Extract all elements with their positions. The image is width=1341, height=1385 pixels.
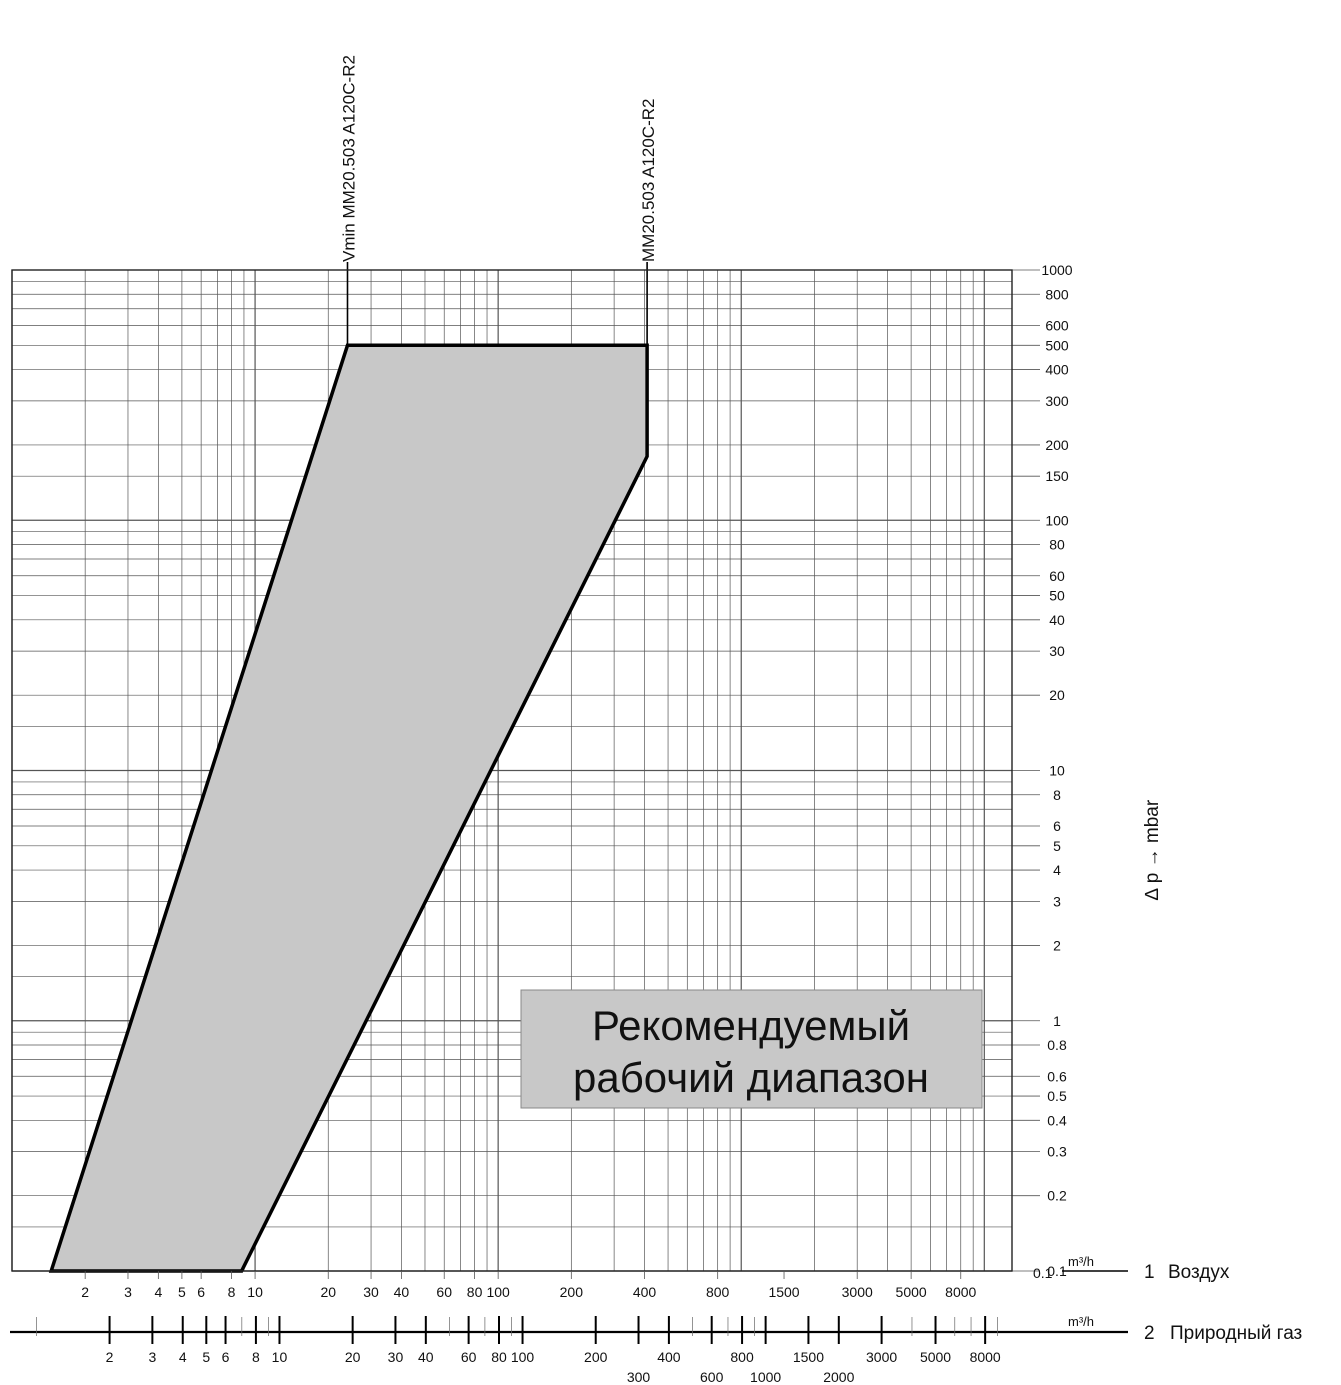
y-axis-label: ∆ p → mbar xyxy=(1142,799,1163,900)
y-tick-label: 40 xyxy=(1049,612,1065,628)
plot-frame-rect xyxy=(11,269,1013,1272)
y-tick-label: 4 xyxy=(1053,862,1061,878)
air-tick-label: 5 xyxy=(178,1284,186,1300)
gas-tick-label: 100 xyxy=(511,1349,535,1365)
gas-axis: 2 3 4 5 6 8 10 20 30 40 60 80 100 200 300 400 600 800 1000… xyxy=(10,1314,1302,1385)
air-axis-name: Воздух xyxy=(1168,1262,1230,1283)
gas-tick-label: 3000 xyxy=(866,1349,897,1365)
air-tick-label: 80 xyxy=(467,1284,483,1300)
air-tick-label: 800 xyxy=(706,1284,730,1300)
y-tick-label: 600 xyxy=(1045,318,1069,334)
y-tick-label: 0.2 xyxy=(1047,1188,1067,1204)
y-tick-label: 500 xyxy=(1045,337,1069,353)
air-axis-number: 1 xyxy=(1144,1262,1155,1283)
gas-tick-label: 400 xyxy=(657,1349,681,1365)
region-label-line1: Рекомендуемый xyxy=(592,1002,910,1049)
y-tick-label: 1000 xyxy=(1041,262,1072,278)
air-tick-label: 30 xyxy=(363,1284,379,1300)
region-label-line2: рабочий диапазон xyxy=(573,1054,929,1101)
air-tick-label: 8000 xyxy=(945,1284,976,1300)
air-tick-label: 3000 xyxy=(842,1284,873,1300)
gas-axis-number: 2 xyxy=(1144,1323,1155,1344)
air-tick-label: 100 xyxy=(486,1284,510,1300)
operating-region-fill xyxy=(51,345,648,1271)
y-tick-label: 30 xyxy=(1049,643,1065,659)
boundary-label: Vmin MM20.503 A120C-R2 xyxy=(339,55,358,262)
gas-tick-label: 60 xyxy=(461,1349,477,1365)
gas-tick-label: 10 xyxy=(272,1349,288,1365)
gas-tick-label: 2000 xyxy=(823,1369,854,1385)
y-tick-label: 1 xyxy=(1053,1013,1061,1029)
y-tick-label: 300 xyxy=(1045,393,1069,409)
gas-tick-label: 600 xyxy=(700,1369,724,1385)
operating-region xyxy=(51,345,648,1271)
y-tick-label: 20 xyxy=(1049,687,1065,703)
gas-tick-label: 200 xyxy=(584,1349,608,1365)
gas-tick-label: 8000 xyxy=(970,1349,1001,1365)
y-tick-label: 2 xyxy=(1053,937,1061,953)
gas-tick-label: 8 xyxy=(252,1349,260,1365)
gas-tick-label: 300 xyxy=(627,1369,651,1385)
y-origin-label: 0.1 xyxy=(1033,1265,1053,1281)
air-unit-label: m³/h xyxy=(1068,1254,1094,1269)
gas-unit-label: m³/h xyxy=(1068,1314,1094,1329)
y-tick-label: 10 xyxy=(1049,763,1065,779)
gas-tick-label: 1500 xyxy=(793,1349,824,1365)
gas-tick-label: 2 xyxy=(106,1349,114,1365)
air-tick-label: 8 xyxy=(228,1284,236,1300)
gas-tick-label: 40 xyxy=(418,1349,434,1365)
air-tick-label: 200 xyxy=(560,1284,584,1300)
y-tick-label: 0.4 xyxy=(1047,1112,1067,1128)
air-tick-label: 6 xyxy=(197,1284,205,1300)
y-tick-label: 0.8 xyxy=(1047,1037,1067,1053)
air-tick-label: 20 xyxy=(320,1284,336,1300)
gas-tick-label: 1000 xyxy=(750,1369,781,1385)
air-tick-label: 60 xyxy=(436,1284,452,1300)
air-tick-label: 1500 xyxy=(768,1284,799,1300)
air-tick-label: 4 xyxy=(154,1284,162,1300)
gas-tick-label: 3 xyxy=(148,1349,156,1365)
y-axis-title: ∆ p → mbar xyxy=(1142,799,1163,900)
y-tick-label: 0.1 xyxy=(1047,1263,1067,1279)
region-label: Рекомендуемый рабочий диапазон xyxy=(520,989,983,1109)
y-tick-label: 200 xyxy=(1045,437,1069,453)
air-tick-label: 10 xyxy=(247,1284,263,1300)
air-tick-label: 5000 xyxy=(896,1284,927,1300)
gas-axis-name: Природный газ xyxy=(1170,1323,1302,1344)
y-tick-label: 6 xyxy=(1053,818,1061,834)
y-tick-label: 0.3 xyxy=(1047,1144,1067,1160)
air-tick-label: 2 xyxy=(81,1284,89,1300)
gas-tick-label: 800 xyxy=(730,1349,754,1365)
y-tick-label: 50 xyxy=(1049,588,1065,604)
y-tick-label: 400 xyxy=(1045,362,1069,378)
y-tick-label: 800 xyxy=(1045,286,1069,302)
y-tick-label: 150 xyxy=(1045,468,1069,484)
y-axis-ticks: 0.1 0.2 0.3 0.4 0.5 0.6 0.8 1 2 3 4 5 6 8 10 20 30 40 50 60… xyxy=(1041,262,1072,1279)
air-tick-label: 3 xyxy=(124,1284,132,1300)
air-tick-label: 400 xyxy=(633,1284,657,1300)
air-tick-label: 40 xyxy=(394,1284,410,1300)
y-tick-label: 0.6 xyxy=(1047,1068,1067,1084)
y-tick-label: 3 xyxy=(1053,893,1061,909)
y-tick-label: 5 xyxy=(1053,838,1061,854)
gas-tick-label: 5 xyxy=(202,1349,210,1365)
region-label-box xyxy=(520,989,983,1109)
gas-tick-label: 5000 xyxy=(920,1349,951,1365)
gas-tick-label: 30 xyxy=(388,1349,404,1365)
y-tick-label: 60 xyxy=(1049,568,1065,584)
gas-tick-label: 6 xyxy=(222,1349,230,1365)
y-tick-label: 8 xyxy=(1053,787,1061,803)
gas-tick-label: 80 xyxy=(491,1349,507,1365)
y-tick-label: 0.5 xyxy=(1047,1088,1067,1104)
gas-tick-label: 20 xyxy=(345,1349,361,1365)
boundary-label: MM20.503 A120C-R2 xyxy=(639,99,658,262)
gas-tick-label: 4 xyxy=(179,1349,187,1365)
y-tick-label: 100 xyxy=(1045,512,1069,528)
air-axis: 2 3 4 5 6 8 10 20 30 40 60 80 100 200 400 800 1500 3000 50… xyxy=(81,1254,1230,1300)
boundary-labels: Vmin MM20.503 A120C-R2 MM20.503 A120C-R2 xyxy=(339,55,658,262)
y-tick-label: 80 xyxy=(1049,537,1065,553)
plot-frame xyxy=(11,269,1013,1272)
